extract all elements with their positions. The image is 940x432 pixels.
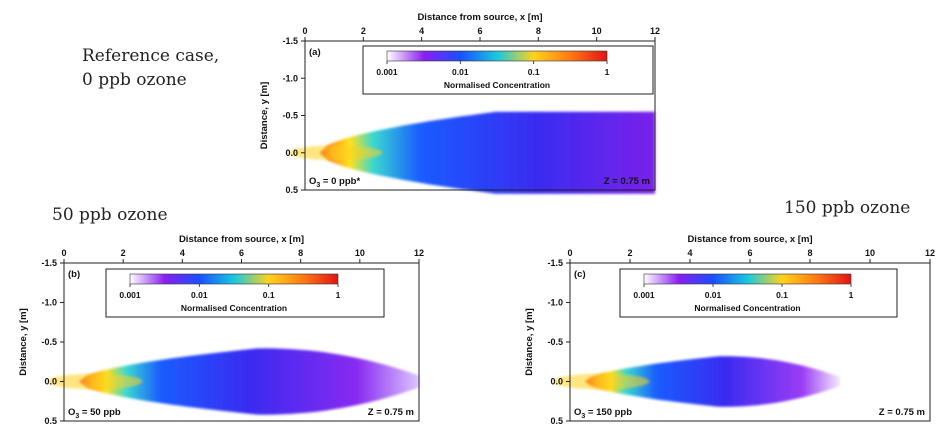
x-tick-label: 4 <box>180 248 185 258</box>
y-tick-label: -0.5 <box>547 337 563 347</box>
ozone-label: O3 = 150 ppb <box>574 407 632 420</box>
caption-reference-line1: Reference case, <box>82 46 220 66</box>
ozone-label: O3 = 0 ppb* <box>309 176 360 189</box>
y-tick-label: -1.5 <box>547 258 563 268</box>
height-label: Z = 0.75 m <box>604 176 650 187</box>
colorbar-tick-label: 0.001 <box>376 67 398 77</box>
colorbar <box>129 273 339 285</box>
y-tick-label: -0.5 <box>282 111 298 121</box>
x-tick-label: 0 <box>567 248 572 258</box>
panel-label: (a) <box>309 47 321 58</box>
colorbar-tick-label: 0.01 <box>452 67 469 77</box>
y-tick-label: -1.0 <box>282 73 298 83</box>
x-tick-label: 10 <box>355 248 365 258</box>
y-tick-label: -1.0 <box>547 298 563 308</box>
colorbar-tick-label: 0.01 <box>191 290 208 300</box>
chart-panel-0: 0 2 4 6 8 10 12 Distance from source, x [m] -1.5… <box>259 12 660 195</box>
x-tick-label: 2 <box>121 248 126 258</box>
y-axis-title: Distance, y [m] <box>524 308 535 376</box>
panel-label: (c) <box>574 269 586 280</box>
height-label: Z = 0.75 m <box>879 407 925 418</box>
x-tick-label: 8 <box>536 26 541 36</box>
x-tick-label: 8 <box>807 248 812 258</box>
ozone-label: O3 = 50 ppb <box>68 407 121 420</box>
x-tick-label: 10 <box>592 26 602 36</box>
caption-reference-case: Reference case, 0 ppb ozone <box>82 44 219 92</box>
caption-50ppb: 50 ppb ozone <box>52 205 168 225</box>
y-tick-label: -1.0 <box>41 298 57 308</box>
height-label: Z = 0.75 m <box>368 407 414 418</box>
y-axis-title: Distance, y [m] <box>259 82 270 150</box>
caption-150ppb: 150 ppb ozone <box>784 198 911 218</box>
x-tick-label: 12 <box>414 248 424 258</box>
y-tick-label: -1.5 <box>282 36 298 46</box>
x-tick-label: 8 <box>298 248 303 258</box>
y-tick-label: 0.0 <box>44 377 57 387</box>
colorbar-tick-label: 0.1 <box>528 67 540 77</box>
x-tick-label: 6 <box>477 26 482 36</box>
colorbar-tick-label: 0.001 <box>119 290 141 300</box>
y-tick-label: -1.5 <box>41 258 57 268</box>
x-tick-label: 0 <box>61 248 66 258</box>
plume-field <box>585 356 840 407</box>
chart-panel-1: 0 2 4 6 8 10 12 Distance from source, x [m] -1.5… <box>18 234 424 426</box>
caption-reference-line2: 0 ppb ozone <box>82 70 187 90</box>
plume-field <box>319 111 655 194</box>
x-tick-label: 6 <box>239 248 244 258</box>
x-axis-title: Distance from source, x [m] <box>417 12 542 23</box>
x-axis-title: Distance from source, x [m] <box>179 234 304 245</box>
plume-core <box>47 373 143 390</box>
x-tick-label: 6 <box>747 248 752 258</box>
colorbar <box>643 273 852 285</box>
y-tick-label: 0.5 <box>285 185 298 195</box>
plume-core <box>288 145 383 161</box>
colorbar-tick-label: 0.001 <box>633 290 655 300</box>
x-tick-label: 12 <box>650 26 660 36</box>
plume-field <box>78 348 420 415</box>
panel-label: (b) <box>68 269 80 280</box>
chart-panel-2: 0 2 4 6 8 10 12 Distance from source, x [m] -1.5… <box>524 234 935 426</box>
colorbar-tick-label: 0.1 <box>776 290 788 300</box>
colorbar-tick-label: 1 <box>605 67 610 77</box>
colorbar-title: Normalised Concentration <box>694 303 800 313</box>
plume-core <box>553 373 650 390</box>
x-axis-title: Distance from source, x [m] <box>687 234 812 245</box>
y-tick-label: 0.5 <box>44 416 57 426</box>
x-tick-label: 4 <box>687 248 692 258</box>
y-tick-label: 0.0 <box>285 148 298 158</box>
x-tick-label: 0 <box>302 26 307 36</box>
y-axis-title: Distance, y [m] <box>18 308 29 376</box>
colorbar-tick-label: 0.1 <box>263 290 275 300</box>
colorbar-title: Normalised Concentration <box>181 303 287 313</box>
x-tick-label: 4 <box>419 26 424 36</box>
colorbar-tick-label: 1 <box>336 290 341 300</box>
y-tick-label: 0.5 <box>550 416 563 426</box>
colorbar-tick-label: 0.01 <box>705 290 722 300</box>
colorbar-title: Normalised Concentration <box>444 80 550 90</box>
x-tick-label: 12 <box>925 248 935 258</box>
x-tick-label: 10 <box>865 248 875 258</box>
x-tick-label: 2 <box>627 248 632 258</box>
colorbar-tick-label: 1 <box>849 290 854 300</box>
colorbar <box>386 50 608 62</box>
x-tick-label: 2 <box>361 26 366 36</box>
y-tick-label: -0.5 <box>41 337 57 347</box>
y-tick-label: 0.0 <box>550 377 563 387</box>
